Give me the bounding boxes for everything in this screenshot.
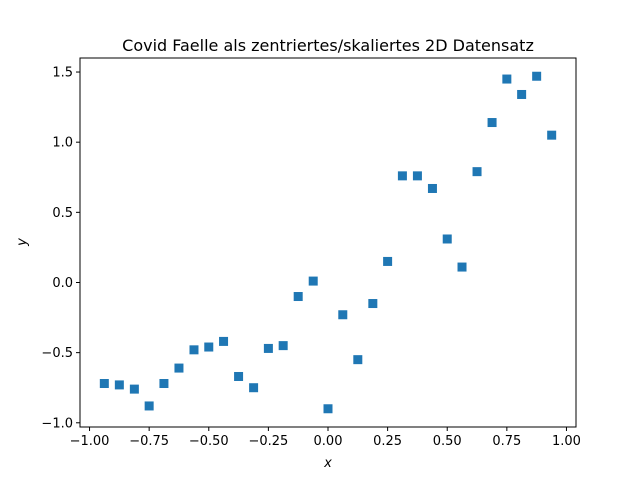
y-tick-label: 0.5	[52, 206, 73, 221]
data-point	[517, 89, 527, 99]
data-point	[323, 404, 333, 414]
data-point	[278, 341, 288, 351]
data-point	[114, 380, 124, 390]
x-tick-label: 1.00	[552, 434, 581, 449]
data-point	[174, 363, 184, 373]
x-axis-ticks: −1.00 −0.75 −0.50 −0.25 0.00 0.25 0.50 0.75 1.00	[70, 427, 581, 449]
data-points	[99, 71, 557, 414]
x-tick-label: −0.50	[189, 434, 229, 449]
plot-area: −1.00 −0.75 −0.50 −0.25 0.00 0.25 0.50 0.75 1.00…	[41, 57, 581, 449]
data-point	[502, 74, 512, 84]
data-point	[293, 292, 303, 302]
data-point	[397, 171, 407, 181]
data-point	[457, 262, 467, 272]
data-point	[308, 276, 318, 286]
data-point	[189, 345, 199, 355]
x-tick-label: 0.25	[373, 434, 402, 449]
data-point	[159, 379, 169, 389]
plot-background	[80, 58, 576, 427]
data-point	[99, 379, 109, 389]
chart-title: Covid Faelle als zentriertes/skaliertes …	[122, 36, 534, 55]
data-point	[412, 171, 422, 181]
data-point	[353, 355, 363, 365]
data-point	[234, 371, 244, 381]
x-tick-label: −0.25	[248, 434, 288, 449]
x-tick-label: 0.00	[314, 434, 343, 449]
data-point	[263, 343, 273, 353]
y-tick-label: 1.0	[52, 136, 73, 151]
data-point	[144, 401, 154, 411]
data-point	[129, 384, 139, 394]
x-tick-label: 0.50	[433, 434, 462, 449]
data-point	[204, 342, 214, 352]
y-tick-label: −1.0	[41, 416, 73, 431]
y-tick-label: 0.0	[52, 276, 73, 291]
y-axis-ticks: −1.0 −0.5 0.0 0.5 1.0 1.5	[41, 66, 80, 431]
x-tick-label: −1.00	[70, 434, 110, 449]
data-point	[472, 167, 482, 177]
x-tick-label: 0.75	[492, 434, 521, 449]
data-point	[487, 118, 497, 128]
y-tick-label: 1.5	[52, 66, 73, 81]
data-point	[383, 256, 393, 266]
data-point	[338, 310, 348, 320]
data-point	[532, 71, 542, 81]
y-tick-label: −0.5	[41, 346, 73, 361]
data-point	[547, 130, 557, 140]
data-point	[442, 234, 452, 244]
x-axis-label: x	[323, 456, 332, 471]
axes-frame	[79, 57, 577, 428]
data-point	[368, 299, 378, 309]
x-tick-label: −0.75	[129, 434, 169, 449]
data-point	[249, 383, 259, 393]
data-point	[219, 336, 229, 346]
data-point	[427, 183, 437, 193]
y-axis-label: y	[15, 238, 30, 247]
